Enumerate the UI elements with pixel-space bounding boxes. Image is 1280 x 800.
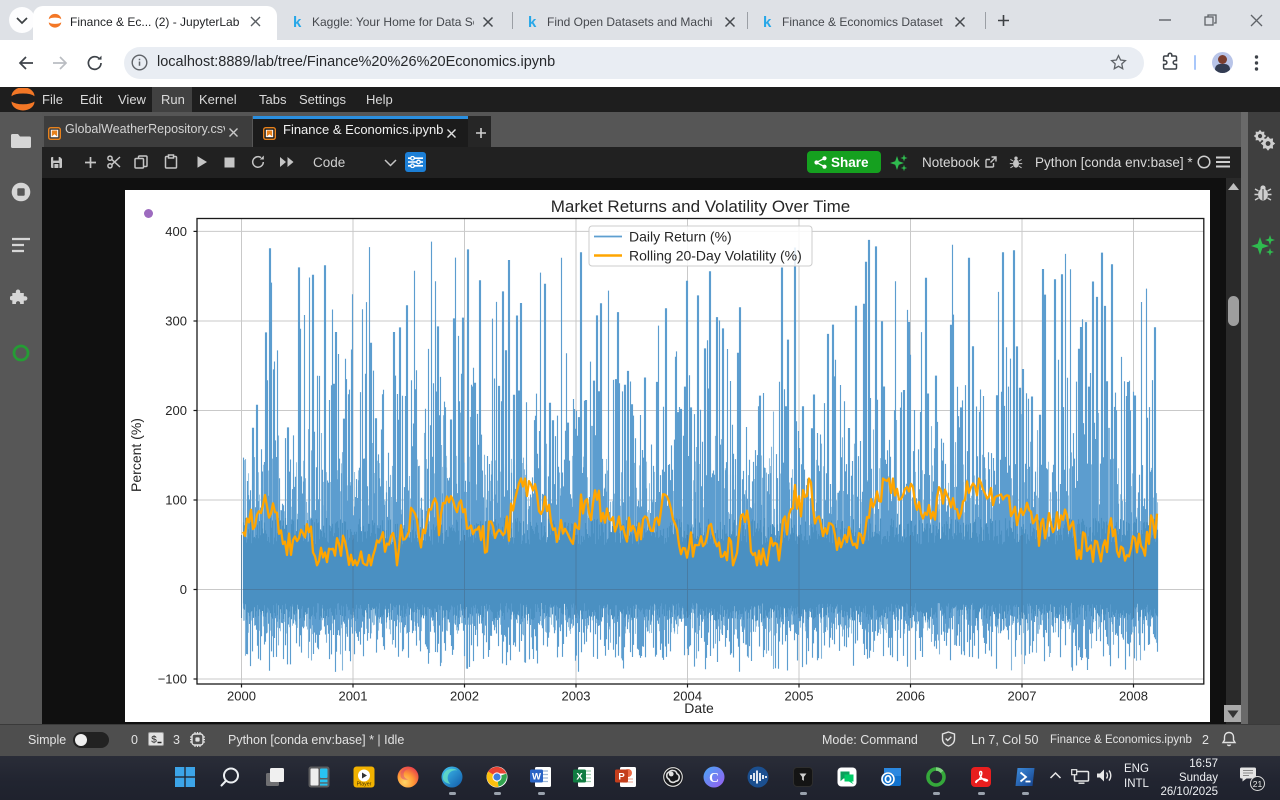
svg-text:300: 300 — [165, 314, 187, 329]
svg-text:C: C — [709, 770, 719, 785]
svg-text:P: P — [618, 772, 625, 783]
svg-text:2007: 2007 — [1008, 689, 1037, 704]
svg-text:200: 200 — [165, 403, 187, 418]
svg-text:400: 400 — [165, 224, 187, 239]
svg-text:Daily Return (%): Daily Return (%) — [629, 229, 732, 245]
svg-text:2001: 2001 — [339, 689, 368, 704]
svg-text:0: 0 — [180, 582, 187, 597]
svg-text:2006: 2006 — [896, 689, 925, 704]
svg-text:$: $ — [151, 735, 157, 747]
svg-text:Percent (%): Percent (%) — [128, 418, 144, 492]
svg-text:2004: 2004 — [673, 689, 702, 704]
svg-text:Player: Player — [357, 782, 372, 788]
svg-text:Date: Date — [684, 700, 714, 716]
svg-text:−100: −100 — [158, 672, 187, 687]
svg-text:2008: 2008 — [1119, 689, 1148, 704]
svg-text:100: 100 — [165, 493, 187, 508]
svg-text:Rolling 20-Day Volatility (%): Rolling 20-Day Volatility (%) — [629, 248, 802, 264]
svg-text:2005: 2005 — [785, 689, 814, 704]
svg-text:2000: 2000 — [227, 689, 256, 704]
svg-text:2002: 2002 — [450, 689, 479, 704]
svg-text:Market Returns and Volatility: Market Returns and Volatility Over Time — [551, 197, 851, 216]
svg-text:X: X — [576, 772, 583, 783]
svg-text:W: W — [532, 772, 541, 783]
svg-text:2003: 2003 — [562, 689, 591, 704]
